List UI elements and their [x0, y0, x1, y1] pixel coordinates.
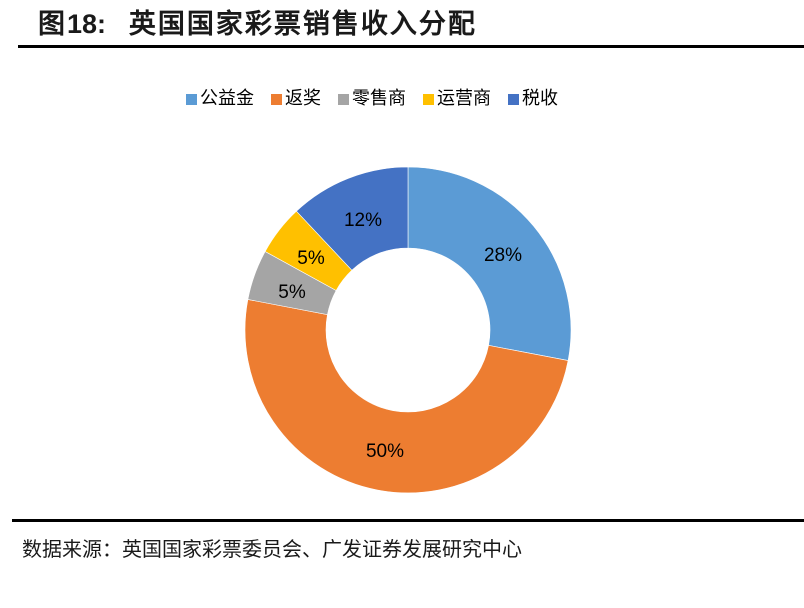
legend-item-retailers: 零售商	[338, 86, 406, 112]
legend-item-prizes: 返奖	[271, 86, 321, 112]
figure-number: 18:	[67, 9, 107, 39]
figure-title-prefix: 图	[38, 9, 67, 40]
legend-label: 返奖	[285, 88, 321, 109]
slice-public-welfare	[407, 166, 572, 361]
legend-item-public-welfare: 公益金	[186, 86, 254, 112]
slice-label-public-welfare: 28%	[484, 245, 522, 266]
legend-swatch-icon	[508, 93, 519, 105]
slice-label-prizes: 50%	[366, 441, 404, 462]
bottom-divider	[12, 519, 804, 522]
legend-label: 运营商	[437, 88, 491, 109]
slice-label-retailers: 5%	[278, 282, 306, 303]
legend-label: 零售商	[352, 88, 406, 109]
doughnut-slices	[244, 166, 572, 494]
figure-title-text: 英国国家彩票销售收入分配	[128, 9, 477, 40]
legend-swatch-icon	[423, 93, 434, 105]
slice-label-tax: 12%	[344, 210, 382, 231]
legend-item-tax: 税收	[508, 86, 558, 112]
top-divider	[18, 45, 804, 48]
source-note: 数据来源：英国国家彩票委员会、广发证券发展研究中心	[22, 537, 522, 561]
legend-label: 税收	[522, 88, 558, 109]
legend-item-operator: 运营商	[423, 86, 491, 112]
slice-tax	[295, 166, 409, 271]
legend-swatch-icon	[338, 93, 349, 105]
slice-label-operator: 5%	[297, 248, 325, 269]
figure-title: 图18: 英国国家彩票销售收入分配	[38, 4, 477, 45]
chart-legend: 公益金 返奖 零售商 运营商 税收	[186, 86, 575, 112]
legend-swatch-icon	[186, 93, 197, 105]
slice-prizes	[244, 299, 569, 494]
legend-swatch-icon	[271, 93, 282, 105]
legend-label: 公益金	[200, 88, 254, 109]
